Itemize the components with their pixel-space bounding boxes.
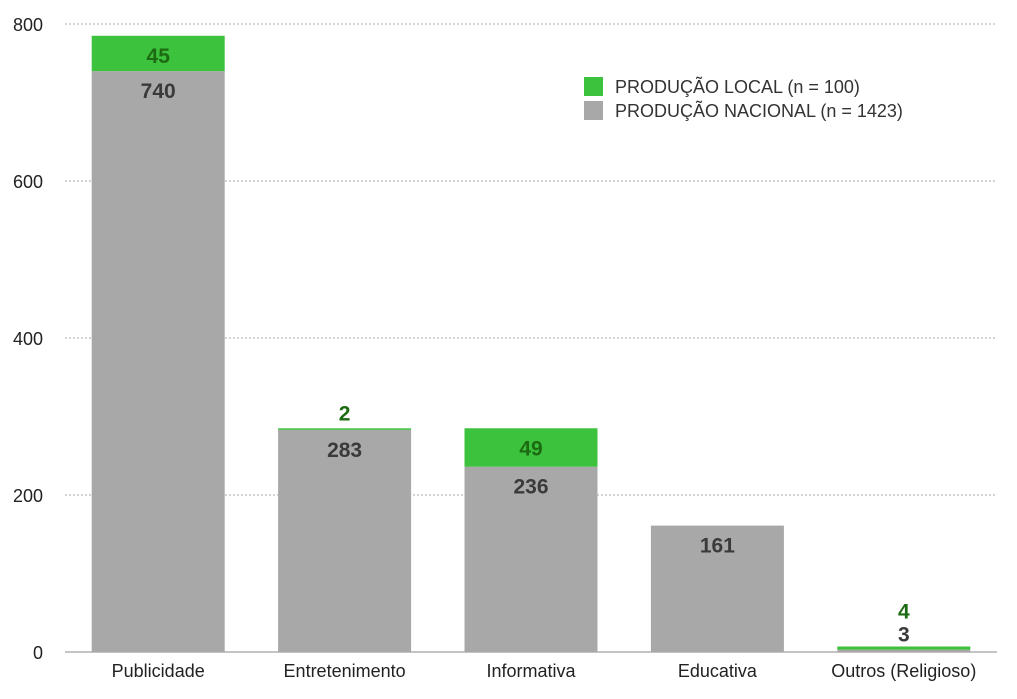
y-tick-label: 600 <box>13 172 43 192</box>
bar-nacional <box>278 429 412 652</box>
bar-local <box>278 428 412 430</box>
data-label-nacional: 740 <box>141 80 176 103</box>
data-label-local: 2 <box>339 402 351 425</box>
y-tick-label: 200 <box>13 486 43 506</box>
bar-nacional <box>464 466 598 652</box>
bars <box>91 35 971 653</box>
x-category-label: Informativa <box>486 661 576 681</box>
legend-label: PRODUÇÃO NACIONAL (n = 1423) <box>615 100 903 121</box>
x-category-label: Publicidade <box>112 661 205 681</box>
y-tick-label: 400 <box>13 329 43 349</box>
y-tick-label: 0 <box>33 643 43 663</box>
data-label-nacional: 283 <box>327 439 362 462</box>
x-category-label: Entretenimento <box>284 661 406 681</box>
data-labels: 740 45 283 2 236 49 161 34 <box>141 45 910 647</box>
data-label-local: 49 <box>519 437 542 460</box>
data-label-local: 45 <box>147 45 171 68</box>
legend-swatch <box>584 101 603 120</box>
bar-nacional <box>837 649 971 652</box>
bar-nacional <box>91 71 225 653</box>
data-label-nacional: 3 <box>898 624 910 647</box>
bar-local <box>91 35 225 72</box>
data-label-nacional: 236 <box>513 476 548 499</box>
x-category-label: Outros (Religioso) <box>831 661 976 681</box>
legend-label: PRODUÇÃO LOCAL (n = 100) <box>615 76 860 97</box>
legend: PRODUÇÃO LOCAL (n = 100) PRODUÇÃO NACIONA… <box>584 76 903 121</box>
legend-swatch <box>584 77 603 96</box>
bar-local <box>464 428 598 467</box>
x-category-label: Educativa <box>678 661 758 681</box>
data-label-local: 4 <box>898 601 910 624</box>
y-axis-ticks: 0 200 400 600 800 <box>13 15 43 663</box>
bar-local <box>837 646 971 650</box>
x-axis-categories: Publicidade Entretenimento Informativa Educ… <box>112 661 977 681</box>
bar-nacional <box>650 525 784 652</box>
data-label-nacional: 161 <box>700 535 735 558</box>
y-tick-label: 800 <box>13 15 43 35</box>
